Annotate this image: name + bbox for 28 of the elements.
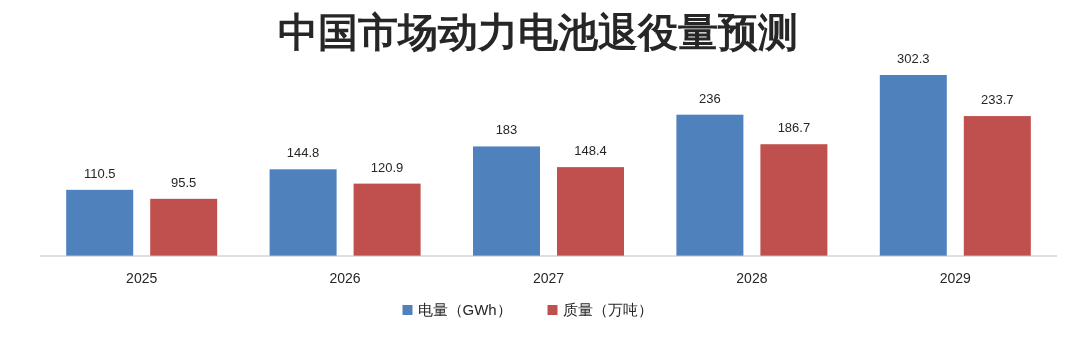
bar bbox=[66, 189, 134, 256]
chart-title: 中国市场动力电池退役量预测 bbox=[277, 10, 798, 54]
x-tick-label: 2026 bbox=[329, 270, 361, 286]
bar bbox=[269, 169, 337, 256]
legend-label: 质量（万吨） bbox=[562, 301, 653, 318]
data-label: 110.5 bbox=[83, 165, 116, 181]
x-tick-label: 2028 bbox=[736, 270, 768, 286]
data-label: 233.7 bbox=[981, 92, 1014, 108]
bar bbox=[963, 116, 1031, 256]
bar bbox=[879, 75, 947, 256]
bar bbox=[557, 167, 624, 256]
legend-label: 电量（GWh） bbox=[417, 301, 512, 318]
data-label: 302.3 bbox=[897, 51, 930, 66]
data-label: 183 bbox=[495, 122, 518, 138]
data-label: 120.9 bbox=[370, 159, 404, 175]
bar bbox=[676, 114, 744, 256]
bar bbox=[353, 183, 421, 256]
data-label: 236 bbox=[699, 90, 721, 106]
x-tick-label: 2025 bbox=[126, 270, 158, 286]
x-tick-label: 2027 bbox=[532, 270, 565, 286]
bar bbox=[150, 198, 218, 256]
data-label: 148.4 bbox=[574, 143, 607, 159]
data-label: 95.5 bbox=[171, 174, 197, 190]
x-tick-label: 2029 bbox=[939, 270, 972, 286]
bar bbox=[760, 144, 828, 256]
bar bbox=[473, 146, 540, 256]
data-label: 144.8 bbox=[286, 145, 320, 161]
data-label: 186.7 bbox=[777, 120, 811, 136]
